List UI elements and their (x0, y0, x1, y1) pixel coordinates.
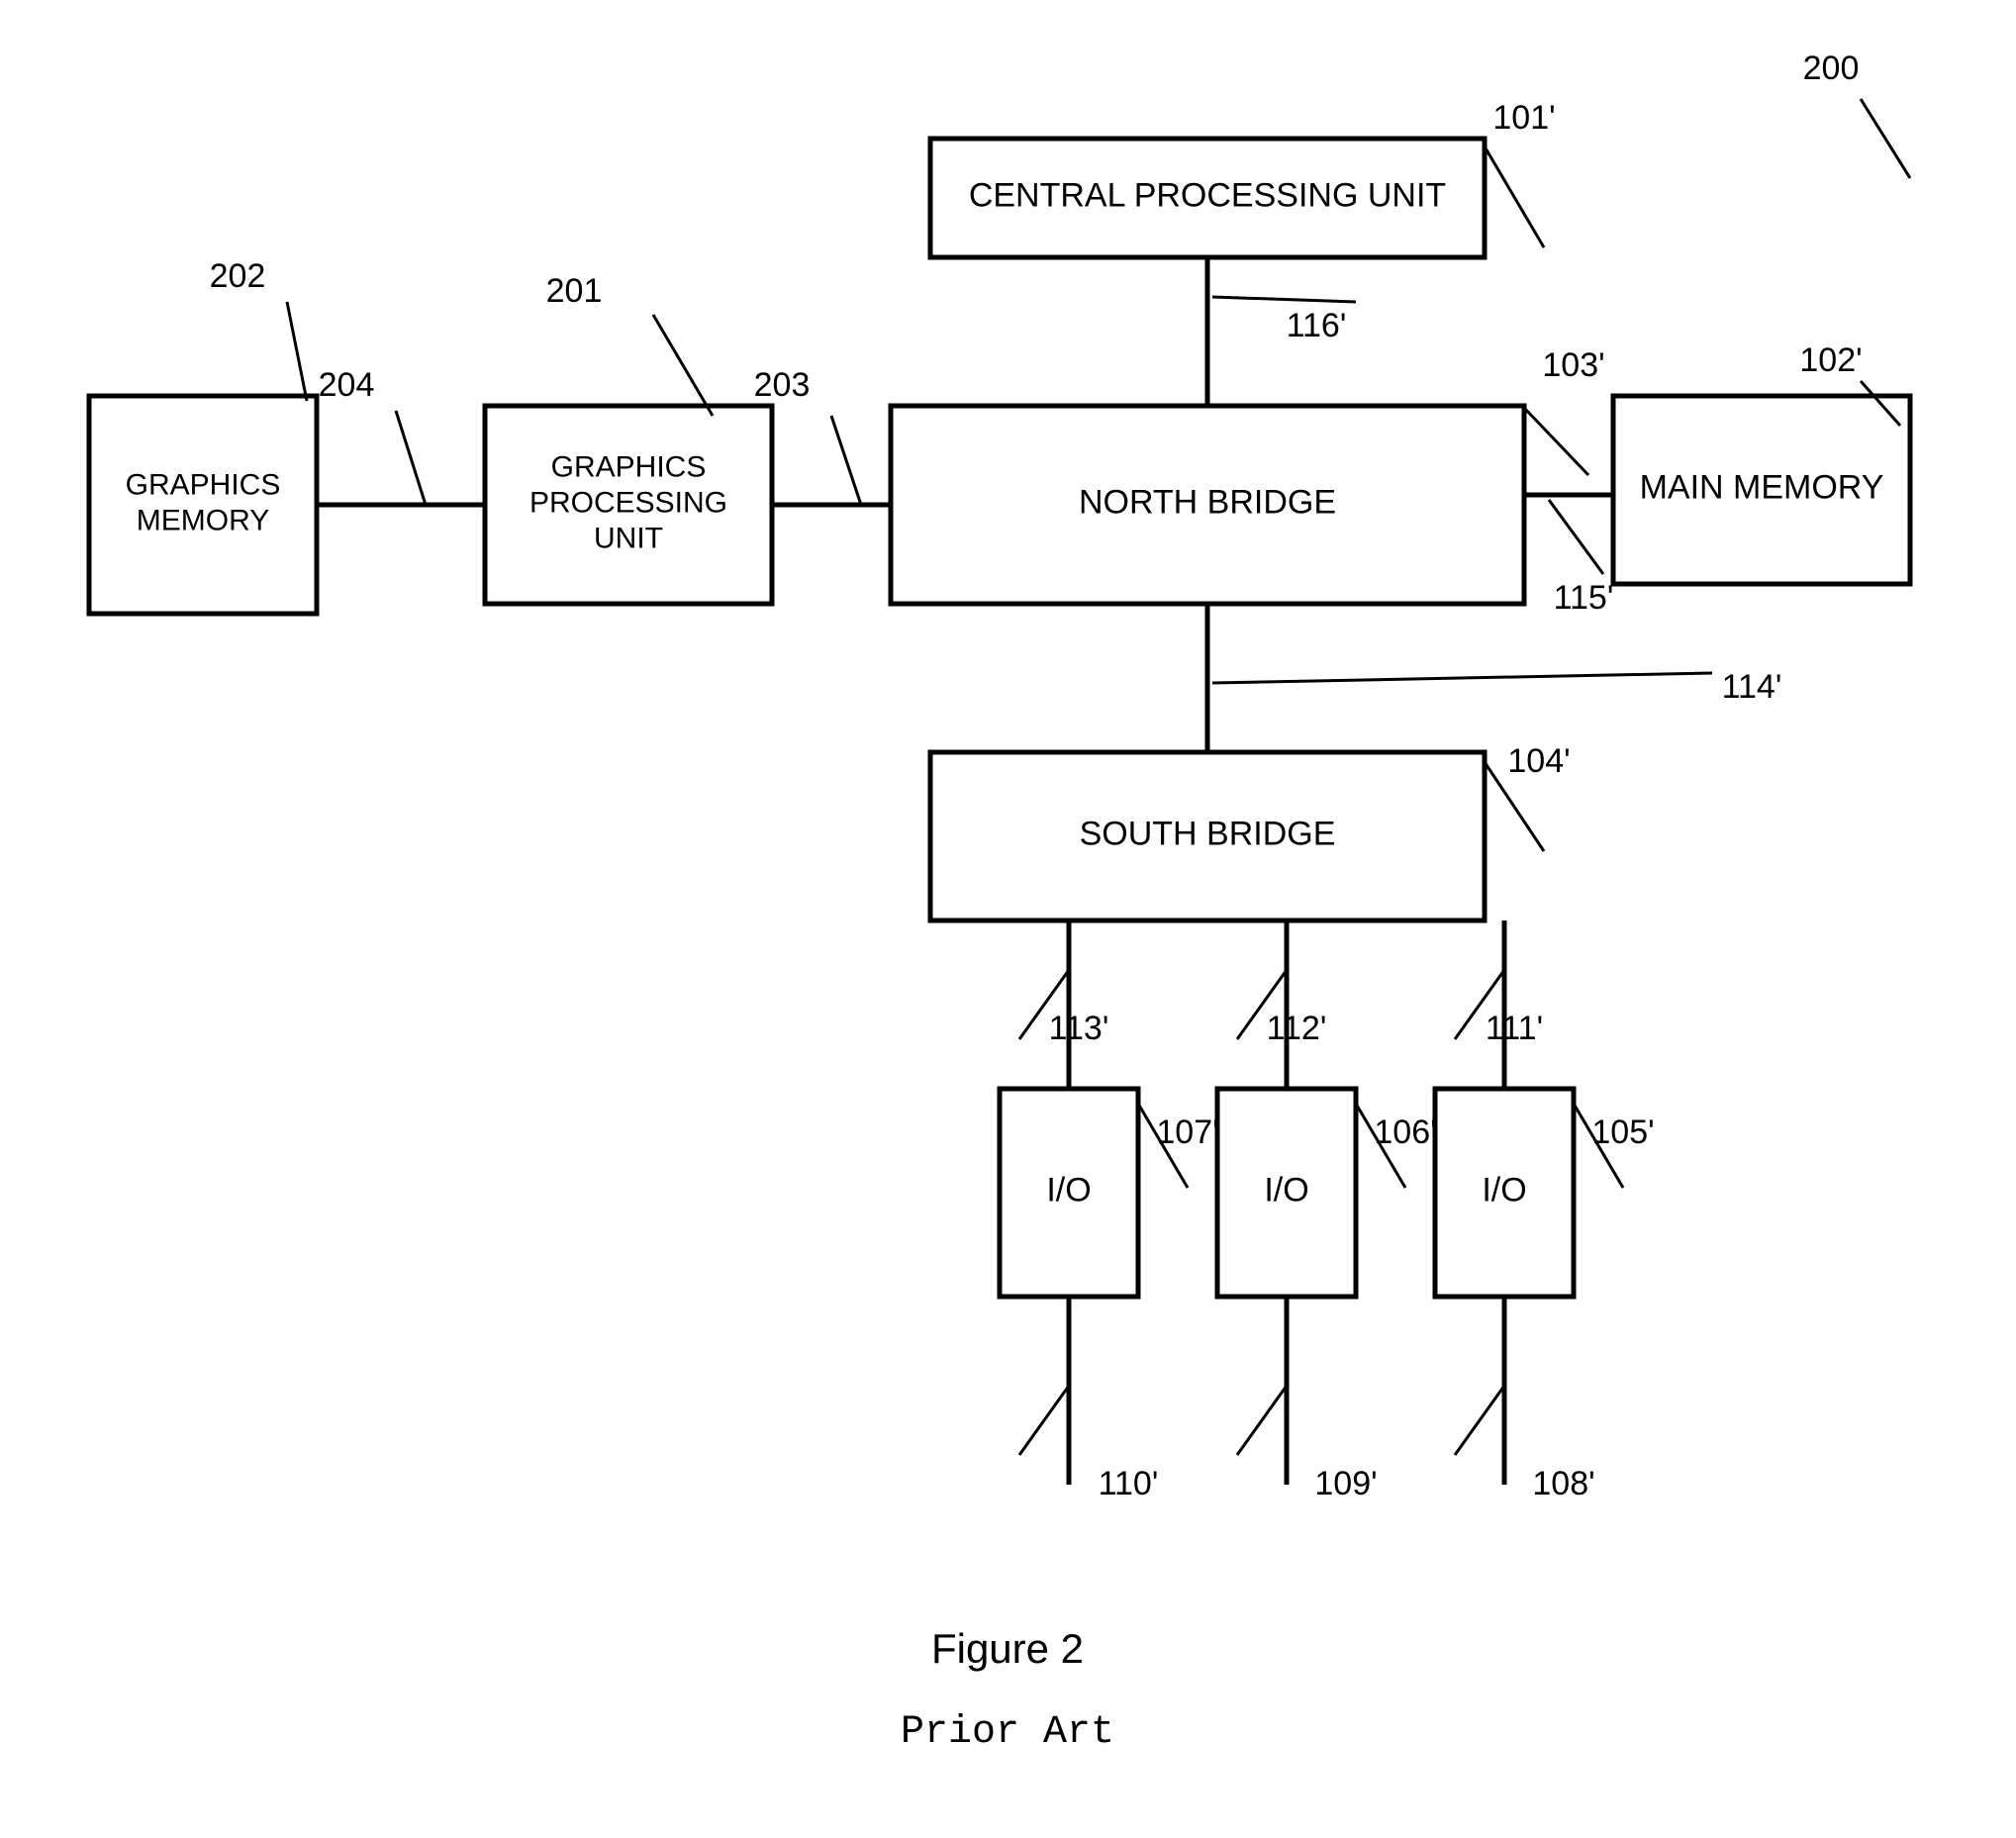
ref-tick-200 (1861, 99, 1910, 178)
gpu-label: GRAPHICS (551, 451, 707, 484)
ref-tick-204 (396, 411, 426, 505)
gpu-label: UNIT (594, 523, 663, 555)
ref-label-106': 106' (1374, 1113, 1436, 1151)
main_mem-label: MAIN MEMORY (1640, 469, 1884, 507)
io_a-label: I/O (1046, 1172, 1091, 1209)
ref-label-202: 202 (210, 257, 266, 295)
ref-tick-202 (287, 302, 307, 401)
ref-label-101': 101' (1492, 99, 1555, 137)
ref-tick-203 (831, 416, 861, 505)
ref-tick-116' (1212, 297, 1356, 302)
ref-label-200: 200 (1803, 49, 1860, 87)
gpu-label: PROCESSING (529, 487, 727, 520)
ref-label-112': 112' (1267, 1010, 1327, 1047)
ref-label-108': 108' (1532, 1465, 1594, 1502)
io_c-label: I/O (1482, 1172, 1526, 1209)
ref-tick-101' (1485, 146, 1544, 247)
ref-label-114': 114' (1722, 668, 1782, 706)
ref-label-110': 110' (1099, 1465, 1159, 1502)
ref-tick-109' (1237, 1386, 1287, 1455)
ref-label-105': 105' (1591, 1113, 1654, 1151)
ref-label-109': 109' (1314, 1465, 1377, 1502)
ref-tick-114' (1212, 673, 1712, 683)
ref-label-203: 203 (754, 366, 811, 404)
north_bridge-label: NORTH BRIDGE (1079, 484, 1336, 522)
ref-label-111': 111' (1486, 1010, 1543, 1047)
ref-tick-108' (1455, 1386, 1504, 1455)
ref-label-103': 103' (1542, 346, 1604, 384)
ref-label-102': 102' (1799, 341, 1862, 379)
ref-label-201: 201 (546, 272, 603, 310)
south_bridge-label: SOUTH BRIDGE (1080, 816, 1336, 853)
ref-label-115': 115' (1554, 579, 1614, 617)
figure-caption: Figure 2 (931, 1625, 1084, 1672)
gmem-label: MEMORY (137, 505, 269, 537)
ref-tick-103' (1524, 408, 1588, 475)
prior-art-caption: Prior Art (901, 1710, 1114, 1755)
ref-label-107': 107' (1156, 1113, 1218, 1151)
cpu-label: CENTRAL PROCESSING UNIT (969, 177, 1446, 215)
ref-label-113': 113' (1049, 1010, 1109, 1047)
io_b-label: I/O (1264, 1172, 1308, 1209)
ref-tick-110' (1019, 1386, 1069, 1455)
ref-label-104': 104' (1507, 742, 1570, 780)
gmem-label: GRAPHICS (126, 469, 281, 502)
ref-tick-201 (653, 315, 713, 416)
ref-label-116': 116' (1287, 307, 1347, 344)
ref-tick-115' (1549, 500, 1603, 574)
ref-label-204: 204 (319, 366, 375, 404)
